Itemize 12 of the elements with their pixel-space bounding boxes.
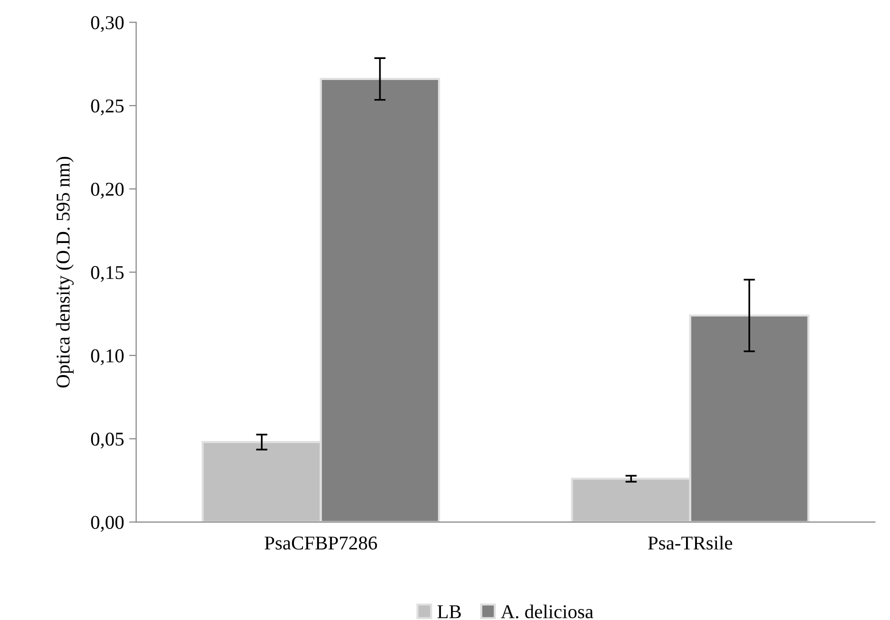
y-tick-label: 0,15 <box>91 266 124 282</box>
y-axis-title: Optica density (O.D. 595 nm) <box>56 156 74 388</box>
y-tick-label: 0,05 <box>91 432 124 448</box>
legend-label: A. deliciosa <box>500 604 594 618</box>
x-tick-label: PsaCFBP7286 <box>264 536 377 550</box>
legend-label: LB <box>437 605 461 618</box>
y-tick-label: 0,25 <box>91 99 124 116</box>
y-tick-label: 0,10 <box>91 349 124 366</box>
y-tick-label: 0,30 <box>91 16 124 32</box>
y-tick-label: 0,00 <box>91 516 124 532</box>
x-tick-label: Psa-TRsile <box>648 536 732 550</box>
y-tick-label: 0,20 <box>91 182 124 199</box>
